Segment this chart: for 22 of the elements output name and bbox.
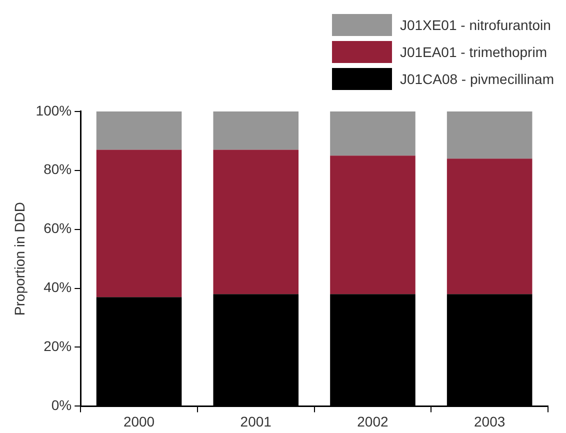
bar: [330, 156, 416, 294]
x-tick-label: 2001: [240, 413, 272, 430]
bar: [446, 158, 532, 294]
legend-label: J01XE01 - nitrofurantoin: [400, 17, 551, 33]
y-tick-label: 0%: [51, 397, 72, 414]
bar: [446, 111, 532, 159]
bar: [213, 111, 299, 150]
legend-label: J01CA08 - pivmecillinam: [400, 71, 554, 87]
y-tick-label: 100%: [36, 102, 72, 118]
bar: [330, 111, 416, 156]
bar: [96, 150, 182, 298]
y-axis-title: Proportion in DDD: [11, 202, 28, 316]
x-tick-label: 2002: [357, 413, 389, 430]
bar: [213, 150, 299, 294]
legend-label: J01EA01 - trimethoprim: [400, 44, 547, 60]
x-tick-label: 2000: [123, 413, 155, 430]
y-tick-label: 60%: [44, 220, 72, 236]
y-tick-label: 80%: [44, 161, 72, 178]
y-tick-label: 20%: [44, 338, 72, 354]
y-tick-label: 40%: [44, 279, 72, 296]
x-tick-label: 2003: [474, 413, 506, 430]
bar: [96, 111, 182, 150]
